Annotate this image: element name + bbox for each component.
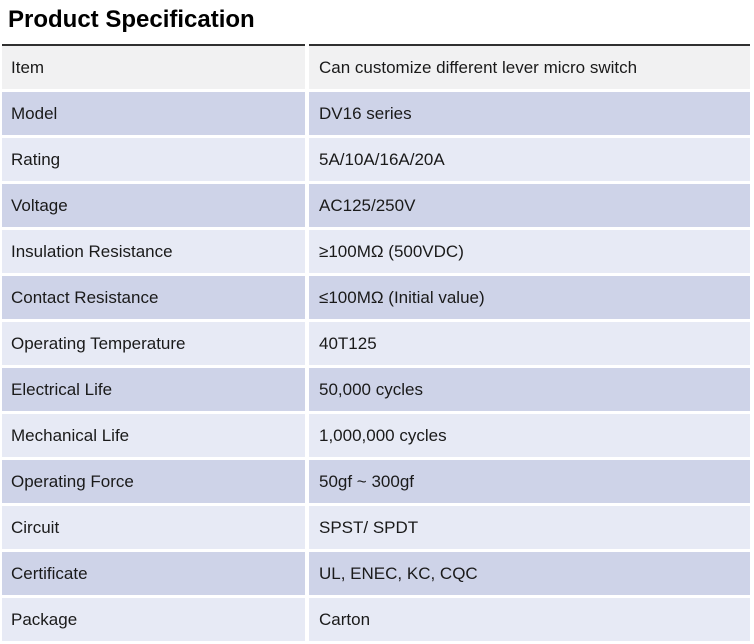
row-value: ≥100MΩ (500VDC) [309, 230, 750, 273]
page-title: Product Specification [8, 6, 255, 33]
table-row-item: Item Can customize different lever micro … [2, 46, 754, 89]
row-label: Item [2, 46, 305, 89]
row-label: Electrical Life [2, 368, 305, 411]
table-row-operating-force: Operating Force 50gf ~ 300gf [2, 460, 754, 503]
spec-table: Item Can customize different lever micro … [2, 46, 754, 641]
row-value: SPST/ SPDT [309, 506, 750, 549]
row-value: 5A/10A/16A/20A [309, 138, 750, 181]
row-value: Can customize different lever micro swit… [309, 46, 750, 89]
table-row-contact-resistance: Contact Resistance ≤100MΩ (Initial value) [2, 276, 754, 319]
row-value: 50,000 cycles [309, 368, 750, 411]
row-label: Certificate [2, 552, 305, 595]
table-row-operating-temperature: Operating Temperature 40T125 [2, 322, 754, 365]
table-row-certificate: Certificate UL, ENEC, KC, CQC [2, 552, 754, 595]
row-label: Mechanical Life [2, 414, 305, 457]
row-label: Model [2, 92, 305, 135]
row-label: Package [2, 598, 305, 641]
table-row-package: Package Carton [2, 598, 754, 641]
row-label: Operating Temperature [2, 322, 305, 365]
row-label: Contact Resistance [2, 276, 305, 319]
row-value: Carton [309, 598, 750, 641]
rule-right-segment [309, 44, 750, 46]
table-row-insulation-resistance: Insulation Resistance ≥100MΩ (500VDC) [2, 230, 754, 273]
row-label: Circuit [2, 506, 305, 549]
row-value: AC125/250V [309, 184, 750, 227]
table-row-mechanical-life: Mechanical Life 1,000,000 cycles [2, 414, 754, 457]
rule-left-segment [2, 44, 305, 46]
row-value: 50gf ~ 300gf [309, 460, 750, 503]
row-value: UL, ENEC, KC, CQC [309, 552, 750, 595]
table-row-model: Model DV16 series [2, 92, 754, 135]
row-label: Insulation Resistance [2, 230, 305, 273]
table-row-circuit: Circuit SPST/ SPDT [2, 506, 754, 549]
table-row-rating: Rating 5A/10A/16A/20A [2, 138, 754, 181]
table-row-voltage: Voltage AC125/250V [2, 184, 754, 227]
row-label: Voltage [2, 184, 305, 227]
row-value: 40T125 [309, 322, 750, 365]
table-top-rule [2, 44, 754, 46]
table-row-electrical-life: Electrical Life 50,000 cycles [2, 368, 754, 411]
row-label: Rating [2, 138, 305, 181]
row-label: Operating Force [2, 460, 305, 503]
row-value: 1,000,000 cycles [309, 414, 750, 457]
row-value: DV16 series [309, 92, 750, 135]
row-value: ≤100MΩ (Initial value) [309, 276, 750, 319]
